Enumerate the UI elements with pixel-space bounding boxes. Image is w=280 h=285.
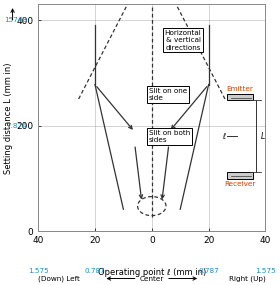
Y-axis label: Setting distance L (mm in): Setting distance L (mm in) xyxy=(4,62,13,174)
X-axis label: Operating point ℓ (mm in): Operating point ℓ (mm in) xyxy=(98,268,206,276)
Text: L: L xyxy=(261,132,265,141)
Bar xyxy=(227,94,253,100)
Text: Center: Center xyxy=(140,276,164,282)
Text: Receiver: Receiver xyxy=(224,181,256,187)
Text: 1.575: 1.575 xyxy=(28,268,48,274)
Text: Horizontal
& vertical
directions: Horizontal & vertical directions xyxy=(165,30,201,50)
Text: (Down) Left: (Down) Left xyxy=(38,276,80,282)
Text: 7.874: 7.874 xyxy=(6,123,27,129)
Text: 0.787: 0.787 xyxy=(85,268,105,274)
Text: Slit on one
side: Slit on one side xyxy=(149,88,187,101)
Text: 0.787: 0.787 xyxy=(198,268,219,274)
Text: 1.575: 1.575 xyxy=(255,268,276,274)
Text: Right (Up): Right (Up) xyxy=(229,276,265,282)
Text: 15748: 15748 xyxy=(4,17,27,23)
Text: Emitter: Emitter xyxy=(227,86,253,92)
Bar xyxy=(227,172,253,179)
Text: ℓ: ℓ xyxy=(223,132,226,141)
Text: Slit on both
sides: Slit on both sides xyxy=(149,130,190,143)
